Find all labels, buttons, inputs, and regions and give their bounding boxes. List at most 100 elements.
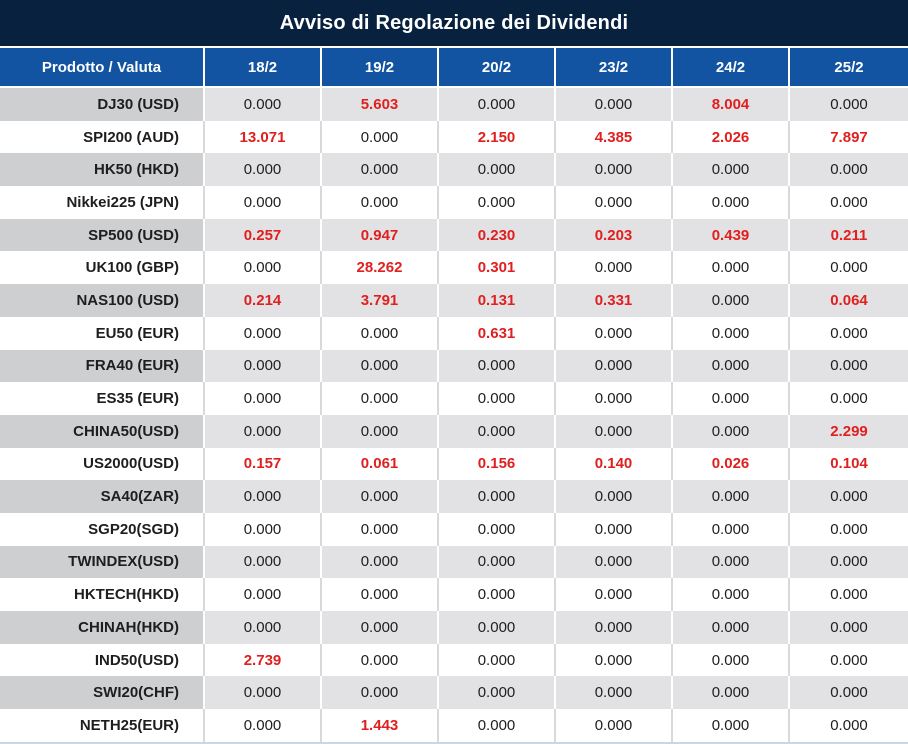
- value-cell: 0.000: [673, 643, 790, 677]
- value-cell: 0.000: [556, 382, 673, 415]
- value-cell: 0.000: [322, 578, 439, 611]
- value-cell: 0.000: [673, 186, 790, 219]
- value-cell: 0.000: [556, 316, 673, 350]
- product-label: NAS100 (USD): [0, 284, 205, 317]
- value-cell: 0.000: [439, 611, 556, 644]
- value-cell: 0.000: [205, 611, 322, 644]
- value-cell: 0.000: [205, 153, 322, 187]
- value-cell: 0.000: [322, 382, 439, 415]
- value-cell: 0.000: [673, 611, 790, 644]
- value-cell: 0.000: [790, 611, 908, 644]
- value-cell: 0.000: [673, 251, 790, 285]
- value-cell: 0.000: [790, 709, 908, 742]
- table-body: DJ30 (USD) 0.000 5.603 0.000 0.000 8.004 0.000…: [0, 88, 908, 742]
- column-header-date: 25/2: [790, 48, 908, 88]
- value-cell: 0.000: [322, 186, 439, 219]
- product-label: Nikkei225 (JPN): [0, 186, 205, 219]
- table-row: DJ30 (USD) 0.000 5.603 0.000 0.000 8.004 0.000: [0, 88, 908, 121]
- table-row: NETH25(EUR) 0.000 1.443 0.000 0.000 0.000 0.00…: [0, 709, 908, 742]
- value-cell: 0.000: [439, 349, 556, 383]
- value-cell: 0.000: [673, 284, 790, 317]
- product-label: SA40(ZAR): [0, 480, 205, 513]
- value-cell: 0.104: [790, 447, 908, 481]
- value-cell: 0.000: [556, 709, 673, 742]
- value-cell: 0.000: [790, 480, 908, 513]
- table-row: ES35 (EUR) 0.000 0.000 0.000 0.000 0.000 0.000: [0, 382, 908, 415]
- value-cell: 3.791: [322, 284, 439, 317]
- value-cell: 0.064: [790, 284, 908, 317]
- value-cell: 0.000: [322, 643, 439, 677]
- value-cell: 0.203: [556, 218, 673, 252]
- product-label: SWI20(CHF): [0, 676, 205, 710]
- table-row: SPI200 (AUD) 13.071 0.000 2.150 4.385 2.026 7.…: [0, 120, 908, 154]
- value-cell: 0.000: [205, 251, 322, 285]
- value-cell: 0.000: [205, 88, 322, 121]
- value-cell: 0.000: [439, 414, 556, 448]
- value-cell: 0.000: [673, 578, 790, 611]
- table-row: Nikkei225 (JPN) 0.000 0.000 0.000 0.000 0.000…: [0, 186, 908, 219]
- value-cell: 0.000: [673, 153, 790, 187]
- value-cell: 0.000: [556, 578, 673, 611]
- value-cell: 0.157: [205, 447, 322, 481]
- product-label: SGP20(SGD): [0, 512, 205, 546]
- value-cell: 0.000: [205, 676, 322, 710]
- value-cell: 1.443: [322, 709, 439, 742]
- value-cell: 0.000: [673, 414, 790, 448]
- value-cell: 0.000: [439, 382, 556, 415]
- value-cell: 0.000: [439, 545, 556, 579]
- value-cell: 0.026: [673, 447, 790, 481]
- header-row: Prodotto / Valuta 18/2 19/2 20/2 23/2 24/2 25…: [0, 48, 908, 88]
- value-cell: 0.000: [322, 120, 439, 154]
- value-cell: 0.000: [556, 153, 673, 187]
- table-row: IND50(USD) 2.739 0.000 0.000 0.000 0.000 0.000: [0, 643, 908, 677]
- value-cell: 0.000: [439, 578, 556, 611]
- value-cell: 0.000: [673, 316, 790, 350]
- value-cell: 0.000: [322, 480, 439, 513]
- table-row: HK50 (HKD) 0.000 0.000 0.000 0.000 0.000 0.000: [0, 153, 908, 187]
- value-cell: 0.000: [790, 512, 908, 546]
- value-cell: 5.603: [322, 88, 439, 121]
- table-row: CHINA50(USD) 0.000 0.000 0.000 0.000 0.000 2.2…: [0, 414, 908, 448]
- value-cell: 0.000: [790, 316, 908, 350]
- value-cell: 0.631: [439, 316, 556, 350]
- value-cell: 0.000: [205, 414, 322, 448]
- value-cell: 0.131: [439, 284, 556, 317]
- value-cell: 28.262: [322, 251, 439, 285]
- value-cell: 0.000: [322, 414, 439, 448]
- value-cell: 0.000: [322, 153, 439, 187]
- product-label: HKTECH(HKD): [0, 578, 205, 611]
- value-cell: 0.000: [790, 251, 908, 285]
- value-cell: 0.000: [205, 480, 322, 513]
- table-row: FRA40 (EUR) 0.000 0.000 0.000 0.000 0.000 0.00…: [0, 349, 908, 383]
- column-header-date: 24/2: [673, 48, 790, 88]
- column-header-date: 20/2: [439, 48, 556, 88]
- value-cell: 0.000: [790, 382, 908, 415]
- value-cell: 0.000: [439, 153, 556, 187]
- value-cell: 0.000: [673, 512, 790, 546]
- table-row: TWINDEX(USD) 0.000 0.000 0.000 0.000 0.000 0.0…: [0, 545, 908, 579]
- value-cell: 0.000: [556, 186, 673, 219]
- value-cell: 0.000: [556, 643, 673, 677]
- value-cell: 0.000: [322, 316, 439, 350]
- value-cell: 0.000: [673, 349, 790, 383]
- product-label: HK50 (HKD): [0, 153, 205, 187]
- column-header-product: Prodotto / Valuta: [0, 48, 205, 88]
- value-cell: 0.000: [205, 545, 322, 579]
- value-cell: 0.000: [790, 153, 908, 187]
- value-cell: 0.000: [205, 316, 322, 350]
- value-cell: 0.000: [439, 88, 556, 121]
- product-label: UK100 (GBP): [0, 251, 205, 285]
- value-cell: 8.004: [673, 88, 790, 121]
- product-label: EU50 (EUR): [0, 316, 205, 350]
- value-cell: 0.000: [439, 186, 556, 219]
- product-label: DJ30 (USD): [0, 88, 205, 121]
- value-cell: 0.000: [205, 349, 322, 383]
- page-title: Avviso di Regolazione dei Dividendi: [0, 0, 908, 48]
- table-row: CHINAH(HKD) 0.000 0.000 0.000 0.000 0.000 0.00…: [0, 611, 908, 644]
- value-cell: 0.000: [790, 186, 908, 219]
- table-row: UK100 (GBP) 0.000 28.262 0.301 0.000 0.000 0.0…: [0, 251, 908, 285]
- value-cell: 0.257: [205, 218, 322, 252]
- value-cell: 0.000: [673, 382, 790, 415]
- value-cell: 0.211: [790, 218, 908, 252]
